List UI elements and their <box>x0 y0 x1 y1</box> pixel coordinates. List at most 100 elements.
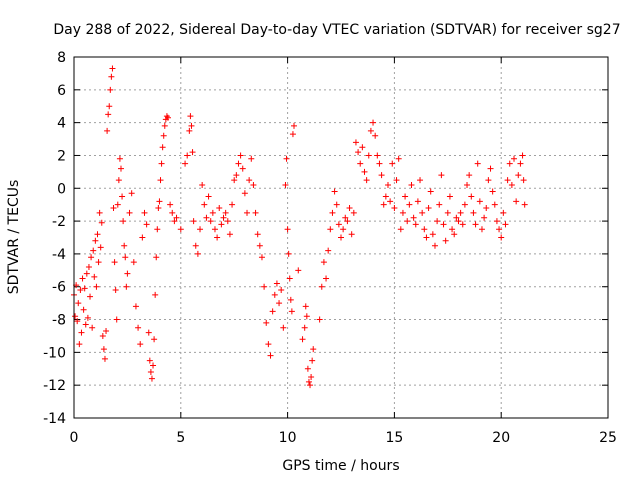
data-point <box>214 234 221 241</box>
data-point <box>303 313 310 320</box>
data-point <box>239 165 246 172</box>
data-point <box>244 209 251 216</box>
data-point <box>80 306 87 313</box>
data-point <box>137 341 144 348</box>
data-point <box>323 275 330 282</box>
data-point <box>105 111 112 118</box>
data-point <box>408 181 415 188</box>
data-point <box>190 218 197 225</box>
data-point <box>478 226 485 233</box>
data-point <box>464 181 471 188</box>
data-point <box>99 332 106 339</box>
data-point <box>164 114 171 121</box>
data-point <box>295 267 302 274</box>
data-point <box>114 201 121 208</box>
data-point <box>250 181 257 188</box>
data-point <box>344 218 351 225</box>
data-point <box>229 201 236 208</box>
data-point <box>119 193 126 200</box>
data-point <box>155 204 162 211</box>
data-point <box>182 160 189 167</box>
data-point <box>154 226 161 233</box>
x-tick-label: 5 <box>176 430 185 446</box>
data-point <box>395 155 402 162</box>
data-point <box>77 287 84 294</box>
data-point <box>278 287 285 294</box>
data-point <box>419 209 426 216</box>
data-point <box>310 346 317 353</box>
data-point <box>502 221 509 228</box>
data-point <box>184 152 191 159</box>
data-point <box>348 231 355 238</box>
data-point <box>521 201 528 208</box>
data-point <box>346 204 353 211</box>
data-point <box>205 193 212 200</box>
data-point <box>365 152 372 159</box>
data-point <box>302 303 309 310</box>
data-point <box>515 172 522 179</box>
data-point <box>121 242 128 249</box>
data-point <box>74 318 81 325</box>
data-point <box>493 218 500 225</box>
x-tick-label: 25 <box>599 430 617 446</box>
data-point <box>436 201 443 208</box>
data-point <box>440 221 447 228</box>
data-point <box>455 218 462 225</box>
data-point <box>97 244 104 251</box>
data-point <box>197 226 204 233</box>
data-point <box>308 373 315 380</box>
data-point <box>301 324 308 331</box>
data-point <box>218 221 225 228</box>
data-point <box>461 201 468 208</box>
data-point <box>376 160 383 167</box>
data-point <box>224 218 231 225</box>
data-point <box>216 204 223 211</box>
data-point <box>111 259 118 266</box>
data-point <box>474 160 481 167</box>
data-point <box>316 316 323 323</box>
data-point <box>451 231 458 238</box>
data-point <box>267 352 274 359</box>
y-tick-label: -2 <box>52 214 66 230</box>
data-point <box>79 275 86 282</box>
data-point <box>112 287 119 294</box>
data-point <box>508 181 515 188</box>
data-point <box>355 149 362 156</box>
data-point <box>370 119 377 126</box>
data-point <box>449 226 456 233</box>
data-point <box>517 160 524 167</box>
data-point <box>520 177 527 184</box>
data-point <box>340 226 347 233</box>
data-point <box>89 324 96 331</box>
data-point <box>98 219 105 226</box>
y-tick-label: 0 <box>57 181 66 197</box>
data-point <box>220 214 227 221</box>
data-point <box>148 375 155 382</box>
y-tick-label: -6 <box>52 280 66 296</box>
data-point <box>309 357 316 364</box>
data-point <box>203 214 210 221</box>
data-point <box>90 247 97 254</box>
data-point <box>285 250 292 257</box>
data-point <box>331 188 338 195</box>
data-point <box>352 139 359 146</box>
data-point <box>374 152 381 159</box>
data-point <box>280 324 287 331</box>
data-point <box>96 209 103 216</box>
data-point <box>187 113 194 120</box>
data-point <box>211 226 218 233</box>
data-point <box>299 336 306 343</box>
data-point <box>110 204 117 211</box>
data-point <box>106 103 113 110</box>
data-point <box>84 314 91 321</box>
data-point <box>161 122 168 129</box>
y-tick-label: -14 <box>43 411 66 427</box>
data-point <box>387 198 394 205</box>
data-point <box>209 209 216 216</box>
data-point <box>393 177 400 184</box>
data-point <box>286 275 293 282</box>
data-point <box>117 165 124 172</box>
data-point <box>276 300 283 307</box>
data-point <box>485 177 492 184</box>
data-point <box>92 237 99 244</box>
